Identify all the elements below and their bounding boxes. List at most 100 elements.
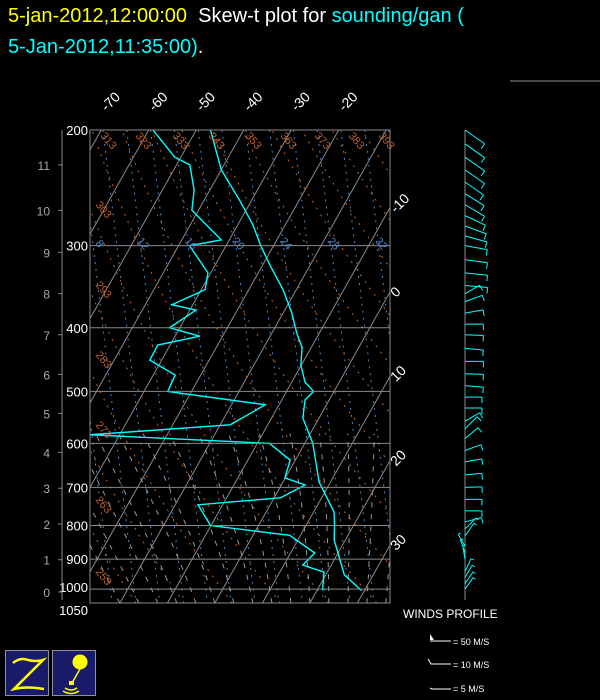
wind-barb (464, 444, 484, 451)
wind-barb (464, 558, 474, 572)
wind-barb-feather (458, 532, 462, 535)
mixing-ratio-label: 20 (230, 236, 247, 253)
wind-barb (465, 498, 483, 506)
wind-barb (464, 215, 486, 231)
wind-barb-shaft (464, 444, 482, 451)
theta-label: 373 (312, 130, 333, 152)
theta-label: 263 (93, 494, 114, 516)
wind-barb-feather (460, 538, 464, 541)
wind-barb (464, 204, 486, 222)
moist-adiabat-line (95, 433, 178, 603)
wind-barb-feather (479, 194, 484, 201)
wind-barb (464, 412, 484, 422)
z-logo[interactable] (5, 650, 49, 696)
mixing-ratio-label: 24 (277, 236, 294, 253)
wind-barb-shaft (464, 522, 475, 537)
moist-adiabat-line (258, 433, 292, 603)
dry-adiabat-line (331, 130, 390, 222)
wind-barb (464, 272, 488, 282)
height-tick-label: 1 (43, 554, 50, 568)
diagram-grid (8, 130, 600, 603)
wind-barb-feather (481, 295, 485, 302)
mixing-ratio-label: 28 (325, 236, 342, 253)
wind-barb (464, 156, 486, 177)
wind-barb (464, 517, 484, 524)
wind-barb-shaft (464, 215, 486, 226)
wind-barb-feather (481, 215, 486, 222)
mixing-ratio-line (292, 130, 351, 603)
dry-adiabat-line (121, 130, 390, 566)
dry-adiabat-line (90, 207, 330, 603)
wind-barb (464, 334, 484, 342)
title-end: . (197, 36, 204, 58)
theta-label: 353 (243, 130, 264, 152)
wind-barb-feather (482, 349, 484, 357)
wind-barb-shaft (464, 156, 485, 172)
mixing-ratio-line (173, 130, 232, 603)
wind-barb-shaft (464, 571, 474, 584)
moist-adiabat-line (197, 433, 254, 603)
barb-5-icon (429, 687, 451, 690)
moist-adiabat-line (169, 433, 235, 603)
isotherm-line (90, 130, 292, 489)
isotherm-label-top: -20 (335, 88, 361, 114)
isotherm-label-top: -70 (98, 88, 124, 114)
wind-barb-shaft (464, 412, 480, 422)
wind-barb (464, 294, 485, 303)
wind-barb (464, 385, 484, 394)
wind-barb-feather (462, 544, 466, 547)
mixing-ratio-line (269, 130, 327, 603)
dry-adiabat-line (90, 527, 137, 603)
wind-barb (464, 564, 475, 578)
theta-label: 313 (98, 130, 119, 152)
barb-10-icon (427, 658, 451, 665)
wind-barb-shaft (464, 564, 473, 578)
isotherm-line (119, 130, 387, 603)
height-tick-label: 7 (43, 329, 50, 343)
theta-label: 273 (93, 419, 114, 441)
title-line-1: 5-jan-2012,12:00:00 Skew-t plot for soun… (8, 5, 464, 27)
wind-barb-shaft (464, 486, 483, 488)
wind-barb-shaft (464, 427, 479, 440)
title-line-2: 5-Jan-2012,11:35:00). (8, 36, 203, 58)
wind-barb-feather (486, 262, 488, 269)
balloon-logo[interactable] (52, 650, 96, 696)
moist-adiabat-line (228, 433, 273, 603)
pressure-tick-label: 800 (66, 519, 88, 534)
wind-barb-feather (475, 517, 479, 521)
wind-barb-feather (486, 287, 489, 294)
wind-barb-feather (482, 224, 486, 231)
mixing-ratio-line (412, 130, 469, 603)
mixing-ratio-line (8, 130, 65, 603)
wind-barb-feather (479, 284, 484, 291)
wind-barb-feather (483, 233, 487, 240)
moist-adiabat-line (366, 433, 375, 603)
wind-barb-shaft (464, 225, 487, 235)
wind-barb-feather (484, 241, 488, 248)
theta-label: 383 (346, 130, 367, 152)
wind-barb (465, 360, 484, 368)
isotherm-line (405, 130, 600, 603)
wind-barb (464, 517, 479, 530)
wind-profile (457, 129, 489, 600)
mixing-ratio-line (102, 130, 161, 603)
wind-barb (464, 347, 484, 357)
theta-label: 323 (133, 130, 154, 152)
wind-barb-shaft (464, 204, 485, 217)
wind-barb-feather (480, 183, 486, 189)
isotherm-line (166, 206, 390, 603)
isotherm-label-top: -50 (193, 88, 219, 114)
wind-barb (464, 259, 488, 269)
dry-adiabat-line (241, 130, 390, 365)
mixing-ratio-label: 32 (372, 236, 389, 253)
wind-barb-feather (486, 275, 488, 282)
wind-barb-feather (482, 309, 485, 316)
wind-barb (465, 407, 483, 415)
pressure-tick-label: 500 (66, 384, 88, 399)
wind-barb (457, 532, 466, 547)
theta-label: 283 (93, 349, 114, 371)
wind-barb-shaft (464, 458, 482, 463)
title-text: Skew-t plot for (198, 5, 326, 27)
mixing-ratio-line (126, 130, 185, 603)
wind-barb-feather (480, 205, 485, 211)
